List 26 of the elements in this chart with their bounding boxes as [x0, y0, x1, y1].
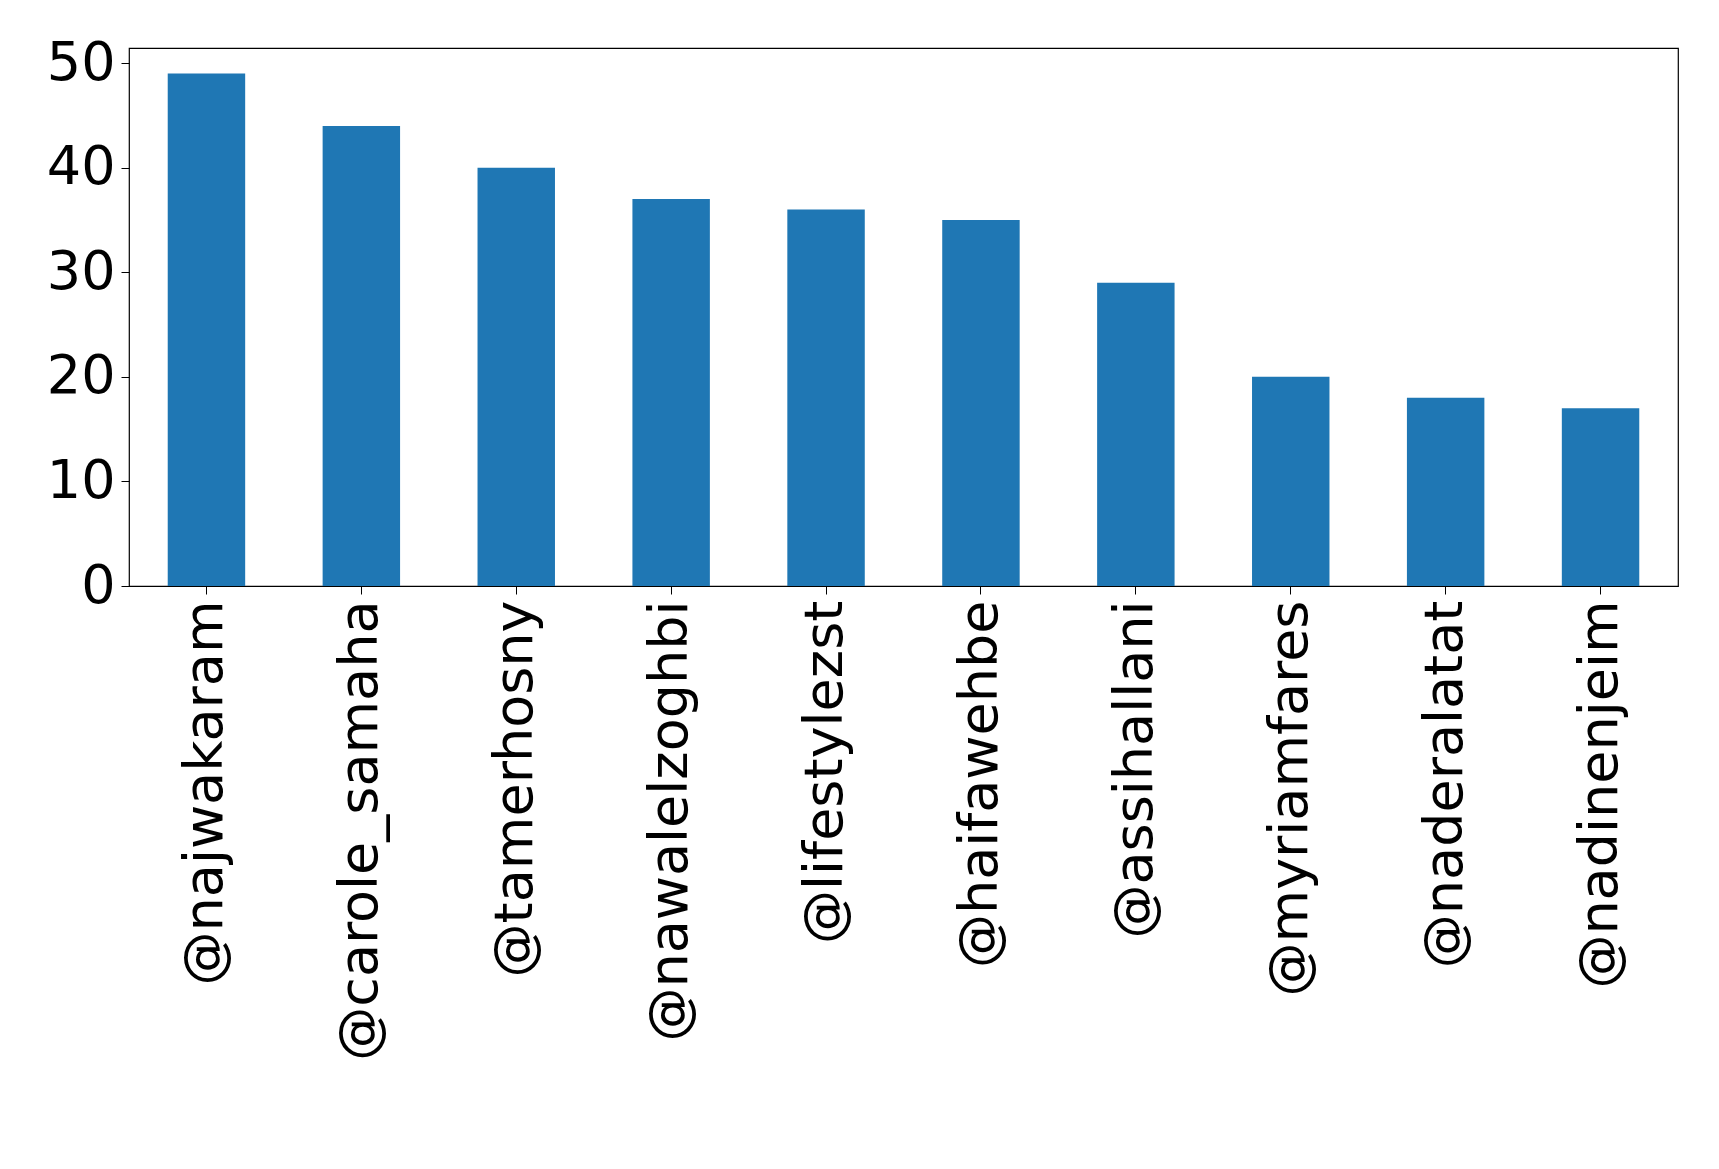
x-tick-label: @nadinenjeim [1566, 600, 1630, 989]
x-tick-label: @naderalatat [1411, 600, 1475, 969]
x-tick-label: @najwakaram [172, 600, 236, 986]
y-tick-label: 50 [46, 29, 116, 93]
bar [1406, 397, 1485, 586]
bar [477, 167, 555, 586]
x-tick-label: @myriamfares [1256, 600, 1320, 997]
y-tick-label: 40 [46, 134, 116, 198]
bar [1097, 282, 1175, 586]
y-tick-label: 30 [46, 238, 116, 302]
bar [1252, 376, 1330, 586]
x-tick-label: @tamerhosny [482, 600, 546, 978]
x-tick-label: @carole_samaha [327, 600, 391, 1061]
x-tick-label: @nawalelzoghbi [637, 600, 701, 1042]
bar [787, 209, 865, 586]
x-tick-label: @haifawehbe [946, 600, 1010, 969]
bar [167, 73, 246, 586]
y-tick-label: 10 [46, 447, 116, 511]
bar [322, 125, 401, 586]
bar [1561, 408, 1640, 586]
bar [942, 220, 1020, 586]
y-tick-label: 20 [46, 343, 116, 407]
y-tick-label: 0 [81, 552, 116, 616]
x-tick-label: @assihallani [1101, 600, 1165, 939]
bar [632, 199, 710, 586]
x-tick-label: @lifestylezst [792, 600, 856, 944]
